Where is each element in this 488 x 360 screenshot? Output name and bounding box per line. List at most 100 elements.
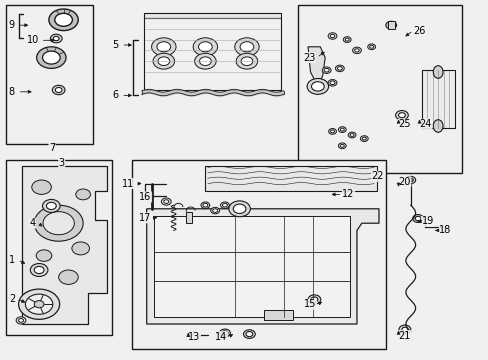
Circle shape [222,203,227,207]
Circle shape [369,45,373,48]
Circle shape [324,68,328,72]
Circle shape [222,331,227,335]
Text: 3: 3 [59,158,65,168]
Circle shape [330,130,334,133]
Circle shape [212,209,217,212]
Circle shape [36,250,52,261]
Bar [387,21,394,29]
Circle shape [405,176,415,184]
Circle shape [194,53,216,69]
Text: 17: 17 [139,213,151,223]
Circle shape [322,67,330,73]
Circle shape [219,329,230,337]
Polygon shape [22,166,106,324]
Circle shape [55,13,72,26]
Circle shape [76,189,90,200]
Circle shape [46,202,56,210]
Circle shape [362,137,366,140]
Circle shape [340,144,344,147]
Circle shape [387,23,393,27]
Circle shape [307,295,320,304]
Circle shape [16,317,26,324]
Circle shape [199,57,211,66]
Text: 10: 10 [27,35,39,45]
Circle shape [201,202,209,208]
Circle shape [412,215,423,222]
Circle shape [240,42,253,52]
Polygon shape [307,47,325,86]
Text: 2: 2 [9,294,15,304]
Text: 19: 19 [421,216,433,226]
Text: 20: 20 [398,177,410,187]
Circle shape [153,53,174,69]
Circle shape [228,201,250,217]
Bar [6,5,93,144]
Text: 11: 11 [122,179,134,189]
Text: 16: 16 [139,192,151,202]
Polygon shape [154,216,349,317]
Text: 7: 7 [49,143,55,153]
Circle shape [343,37,350,42]
Circle shape [161,198,171,205]
Circle shape [414,216,420,221]
Bar [264,310,293,320]
Circle shape [157,42,170,52]
Circle shape [37,47,66,68]
Text: 24: 24 [419,119,431,129]
Text: 15: 15 [304,299,316,309]
Circle shape [245,332,252,337]
Circle shape [338,143,346,149]
Circle shape [34,301,44,308]
Circle shape [30,264,48,276]
Bar [132,160,386,349]
Circle shape [306,78,328,94]
Text: 13: 13 [188,332,200,342]
Circle shape [72,242,89,255]
Circle shape [193,38,217,56]
Text: 22: 22 [371,171,384,181]
Circle shape [310,297,317,302]
Circle shape [34,205,83,241]
Circle shape [398,113,405,118]
Circle shape [354,49,358,52]
Circle shape [59,270,78,284]
Circle shape [327,80,336,86]
Text: 1: 1 [9,255,15,265]
Circle shape [338,127,346,132]
Circle shape [55,87,62,93]
Text: 18: 18 [438,225,450,235]
Circle shape [328,129,336,134]
Circle shape [25,294,53,314]
Text: 14: 14 [215,332,227,342]
Circle shape [158,57,169,66]
Text: 25: 25 [398,119,410,129]
Circle shape [330,34,334,37]
Circle shape [43,212,74,235]
Circle shape [329,81,334,85]
Polygon shape [144,18,281,90]
Circle shape [345,38,348,41]
Text: 5: 5 [112,40,119,50]
Circle shape [401,327,407,332]
Circle shape [367,44,375,50]
Circle shape [352,47,361,54]
Circle shape [398,325,410,334]
Text: 9: 9 [9,20,15,30]
Circle shape [32,180,51,194]
Text: 21: 21 [398,330,410,341]
Circle shape [50,34,62,43]
Circle shape [210,207,219,214]
Circle shape [337,67,342,70]
Circle shape [360,136,367,141]
Circle shape [234,38,259,56]
Circle shape [236,53,257,69]
Circle shape [233,204,245,213]
Circle shape [385,21,396,29]
Circle shape [49,9,78,31]
Polygon shape [144,13,281,18]
Text: 23: 23 [303,53,315,63]
Circle shape [395,111,407,120]
Bar [185,212,191,223]
Text: 4: 4 [29,218,36,228]
Circle shape [407,178,412,182]
